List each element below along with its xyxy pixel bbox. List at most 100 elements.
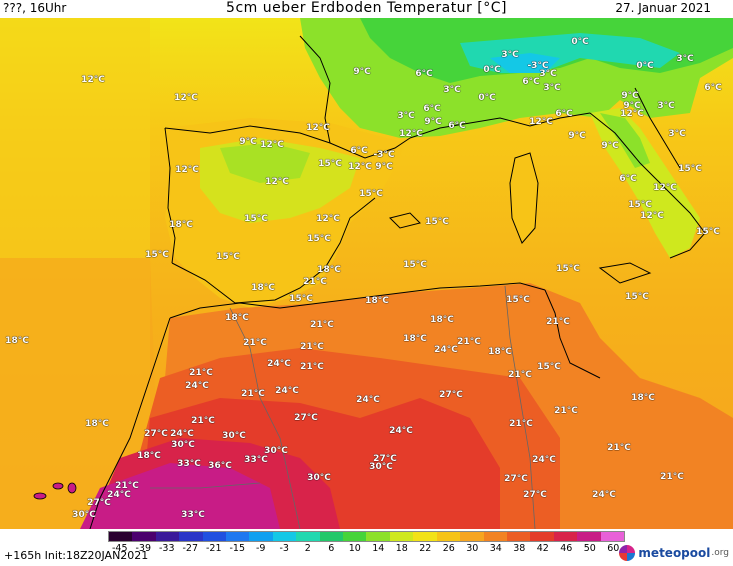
temperature-label: 12°C — [265, 177, 289, 187]
temperature-label: 12°C — [316, 214, 340, 224]
temperature-label: 12°C — [81, 75, 105, 85]
temperature-label: 18°C — [317, 265, 341, 275]
meteopool-logo: meteopool .org — [619, 543, 729, 563]
scale-tick-label: 46 — [560, 543, 573, 554]
temperature-label: 21°C — [189, 368, 213, 378]
scale-swatch — [460, 532, 484, 541]
temperature-label: 3°C — [543, 83, 561, 93]
temperature-label: 21°C — [508, 370, 532, 380]
temperature-label: 15°C — [289, 294, 313, 304]
scale-swatch — [272, 532, 297, 541]
scale-swatch — [553, 532, 578, 541]
scale-tick-label: 42 — [536, 543, 549, 554]
temperature-label: 12°C — [306, 123, 330, 133]
scale-swatch — [343, 532, 367, 541]
temperature-label: 33°C — [181, 510, 205, 520]
model-run-info: +165h Init:18Z20JAN2021 — [4, 549, 149, 562]
temperature-label: 9°C — [353, 67, 371, 77]
scale-tick-label: 26 — [442, 543, 455, 554]
temperature-label: 9°C — [375, 162, 393, 172]
temperature-label: 18°C — [631, 393, 655, 403]
temperature-label: 27°C — [294, 413, 318, 423]
scale-swatch — [600, 532, 624, 541]
scale-swatch — [366, 532, 390, 541]
temperature-label: 18°C — [251, 283, 275, 293]
temperature-label: 9°C — [623, 101, 641, 111]
temperature-label: 3°C — [443, 85, 461, 95]
temperature-label: 12°C — [620, 109, 644, 119]
scale-tick-label: -33 — [158, 543, 175, 554]
temperature-label: 15°C — [244, 214, 268, 224]
temperature-label: 12°C — [399, 129, 423, 139]
temperature-label: 0°C — [478, 93, 496, 103]
temperature-label: 18°C — [5, 336, 29, 346]
scale-tick-label: 34 — [489, 543, 502, 554]
scale-tick-label: 38 — [513, 543, 526, 554]
temperature-label: 36°C — [208, 461, 232, 471]
temperature-label: 3°C — [668, 129, 686, 139]
temperature-label: 15°C — [145, 250, 169, 260]
scale-swatch — [413, 532, 437, 541]
scale-tick-label: 22 — [419, 543, 432, 554]
italy-region — [590, 108, 700, 258]
temperature-label: 18°C — [225, 313, 249, 323]
temperature-label: 9°C — [601, 141, 619, 151]
scale-tick-label: 30 — [466, 543, 479, 554]
temperature-label: 21°C — [300, 362, 324, 372]
temperature-label: 21°C — [191, 416, 215, 426]
temperature-label: 27°C — [523, 490, 547, 500]
map-header: ???, 16Uhr 5cm ueber Erdboden Temperatur… — [0, 0, 733, 18]
temperature-label: 15°C — [359, 189, 383, 199]
temperature-label: 24°C — [275, 386, 299, 396]
temperature-label: 30°C — [222, 431, 246, 441]
temperature-label: 15°C — [625, 292, 649, 302]
temperature-label: 9°C — [424, 117, 442, 127]
temperature-label: 12°C — [175, 165, 199, 175]
temperature-label: 21°C — [241, 389, 265, 399]
temperature-label: 24°C — [170, 429, 194, 439]
temperature-label: 9°C — [621, 91, 639, 101]
scale-tick-label: 2 — [304, 543, 311, 554]
temperature-label: 6°C — [350, 146, 368, 156]
temperature-label: 15°C — [506, 295, 530, 305]
temperature-label: 24°C — [532, 455, 556, 465]
temperature-label: 15°C — [556, 264, 580, 274]
temperature-label: 15°C — [628, 200, 652, 210]
temperature-label: 18°C — [403, 334, 427, 344]
temperature-label: 6°C — [555, 109, 573, 119]
temperature-label: 18°C — [137, 451, 161, 461]
scale-swatch — [319, 532, 344, 541]
scale-swatch — [483, 532, 507, 541]
forecast-time-label: ???, 16Uhr — [3, 1, 67, 15]
temperature-label: 6°C — [415, 69, 433, 79]
scale-swatch — [249, 532, 273, 541]
temperature-label: 27°C — [504, 474, 528, 484]
scale-tick-label: 18 — [395, 543, 408, 554]
temperature-label: 24°C — [185, 381, 209, 391]
temperature-label: 12°C — [529, 117, 553, 127]
temperature-label: 21°C — [310, 320, 334, 330]
temperature-label: 3°C — [657, 101, 675, 111]
temperature-label: 18°C — [85, 419, 109, 429]
temperature-label: 21°C — [115, 481, 139, 491]
temperature-label: 27°C — [144, 429, 168, 439]
scale-swatch — [202, 532, 227, 541]
temperature-label: 15°C — [216, 252, 240, 262]
scale-tick-label: 50 — [583, 543, 596, 554]
temperature-label: 15°C — [318, 159, 342, 169]
temperature-label: 21°C — [660, 472, 684, 482]
temperature-label: 0°C — [483, 65, 501, 75]
scale-swatch — [226, 532, 250, 541]
scale-swatch — [436, 532, 461, 541]
temperature-label: 6°C — [704, 83, 722, 93]
color-scale-legend: -45 -39 -33 -27 -21 -15 -9 -3 2 6 10 14 18 22 26 30 34 38… — [108, 531, 625, 556]
temperature-label: 21°C — [546, 317, 570, 327]
temperature-map: 12°C 12°C 9°C 6°C 3°C 0°C 0°C 3°C 6°C 0°C -3°C 3°C 3… — [0, 18, 733, 529]
temperature-label: 0°C — [571, 37, 589, 47]
scale-swatch — [389, 532, 414, 541]
temperature-label: 6°C — [522, 77, 540, 87]
temperature-label: 12°C — [348, 162, 372, 172]
temperature-label: -3°C — [373, 150, 395, 160]
temperature-label: 27°C — [87, 498, 111, 508]
temperature-label: 6°C — [448, 121, 466, 131]
